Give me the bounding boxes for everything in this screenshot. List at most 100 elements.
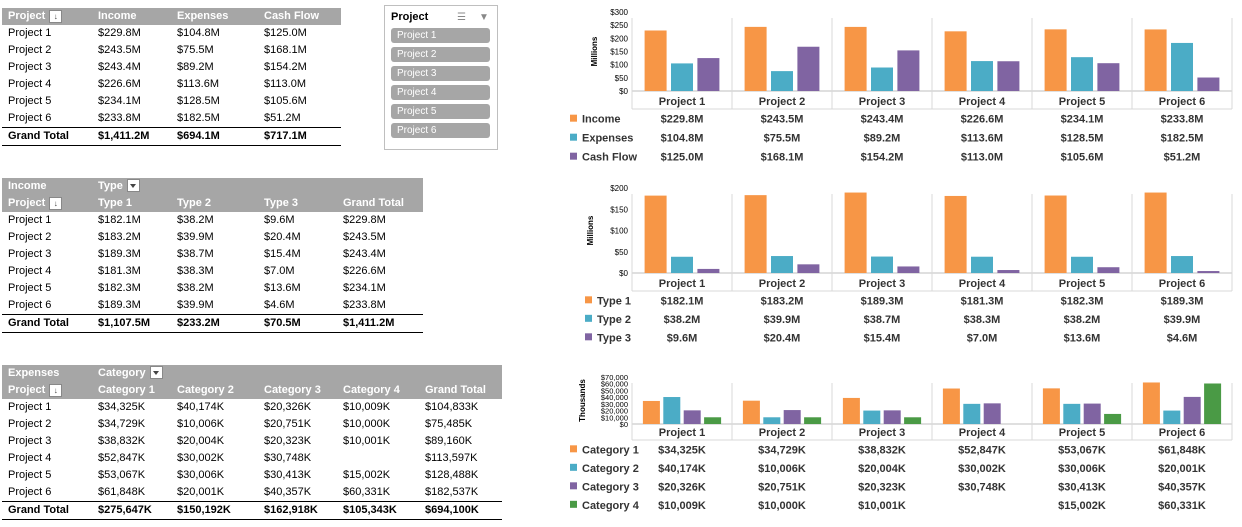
- chart-expenses-by-category[interactable]: Thousands$0$10,000$20,000$30,000$40,000$…: [565, 370, 1240, 525]
- pivot-header-blank: [258, 365, 337, 382]
- pivot-column-header: Grand Total: [337, 195, 423, 212]
- pivot-column-header: Category 4: [337, 382, 419, 399]
- table-row[interactable]: Project 2 $243.5M $75.5M $168.1M: [2, 42, 341, 59]
- bar-category-2: [863, 410, 881, 424]
- y-tick-label: $150: [610, 205, 628, 214]
- table-cell-text: $10,006K: [177, 418, 225, 430]
- data-table-value: $40,357K: [1158, 481, 1206, 493]
- data-table-value: $51.2M: [1164, 152, 1201, 164]
- table-row[interactable]: Project 1 $182.1M $38.2M $9.6M $229.8M: [2, 212, 423, 229]
- table-row[interactable]: Project 2 $183.2M $39.9M $20.4M $243.5M: [2, 229, 423, 246]
- table-cell-text: $243.4M: [98, 61, 141, 73]
- table-cell: $229.8M: [92, 25, 171, 42]
- legend-key-type-1: [585, 296, 592, 304]
- table-cell-text: $15,002K: [343, 469, 391, 481]
- table-cell: Project 1: [2, 25, 92, 42]
- table-row[interactable]: Project 3 $243.4M $89.2M $154.2M: [2, 59, 341, 76]
- table-row[interactable]: Project 4 $52,847K $30,002K $30,748K $113,59…: [2, 450, 502, 467]
- legend-label: Category 3: [582, 481, 639, 493]
- table-row[interactable]: Project 2 $34,729K $10,006K $20,751K $10,000…: [2, 416, 502, 433]
- data-table-value: $39.9M: [1164, 314, 1201, 326]
- table-cell: $182,537K: [419, 484, 502, 502]
- pivot-column-header: Grand Total: [419, 382, 502, 399]
- table-cell: $30,413K: [258, 467, 337, 484]
- table-cell: Project 3: [2, 246, 92, 263]
- bar-category-2: [963, 403, 981, 424]
- table-row[interactable]: Project 6 $189.3M $39.9M $4.6M $233.8M: [2, 297, 423, 315]
- table-cell: Project 2: [2, 229, 92, 246]
- table-cell: $20,323K: [258, 433, 337, 450]
- slicer-item[interactable]: Project 2: [391, 47, 490, 62]
- pivot-column-header-text: Cash Flow: [264, 10, 320, 22]
- table-row[interactable]: Project 4 $226.6M $113.6M $113.0M: [2, 76, 341, 93]
- table-cell: $89.2M: [171, 59, 258, 76]
- table-cell: Project 5: [2, 467, 92, 484]
- table-cell-text: $53,067K: [98, 469, 146, 481]
- total-cell-text: Grand Total: [8, 317, 69, 329]
- table-row[interactable]: Project 1 $229.8M $104.8M $125.0M: [2, 25, 341, 42]
- table-row[interactable]: Project 3 $189.3M $38.7M $15.4M $243.4M: [2, 246, 423, 263]
- pivot-header-blank: [337, 365, 419, 382]
- filter-dropdown-icon[interactable]: [149, 365, 163, 379]
- slicer-item[interactable]: Project 3: [391, 66, 490, 81]
- table-row[interactable]: Project 3 $38,832K $20,004K $20,323K $10,001…: [2, 433, 502, 450]
- chart-income-by-type[interactable]: Millions $0 $50 $100 $150 $200 Project 1 Projec…: [565, 182, 1240, 347]
- table-cell-text: $128,488K: [425, 469, 479, 481]
- total-cell-text: Grand Total: [8, 130, 69, 142]
- total-cell-text: $1,107.5M: [98, 317, 150, 329]
- table-cell-text: Project 6: [8, 112, 52, 124]
- table-row[interactable]: Project 5 $53,067K $30,006K $30,413K $15,002…: [2, 467, 502, 484]
- sort-filter-icon[interactable]: ↓: [49, 196, 63, 210]
- bar-expenses: [1171, 42, 1193, 91]
- table-cell: $20,751K: [258, 416, 337, 433]
- bar-type-1: [1044, 195, 1067, 273]
- legend-label: Category 1: [582, 444, 639, 456]
- table-cell-text: $9.6M: [264, 214, 295, 226]
- chart-cash-flow[interactable]: Millions $0 $50 $100 $150 $200 $250 $300 Project…: [565, 2, 1240, 167]
- pivot-header-row: Project ↓ Type 1 Type 2 Type 3 Grand Total: [2, 195, 423, 212]
- table-row[interactable]: Project 6 $61,848K $20,001K $40,357K $60,331…: [2, 484, 502, 502]
- table-cell: Project 1: [2, 399, 92, 416]
- clear-filter-icon[interactable]: ▼: [479, 12, 489, 23]
- data-table-value: $183.2M: [761, 295, 804, 307]
- sort-filter-icon[interactable]: ↓: [49, 383, 63, 397]
- bar-type-2: [1071, 256, 1093, 273]
- table-row[interactable]: Project 4 $181.3M $38.3M $7.0M $226.6M: [2, 263, 423, 280]
- data-table-value: $15.4M: [864, 332, 901, 344]
- table-cell-text: Project 3: [8, 61, 52, 73]
- table-cell-text: Project 5: [8, 282, 52, 294]
- bar-income: [844, 26, 867, 92]
- slicer-item[interactable]: Project 5: [391, 104, 490, 119]
- sort-filter-icon[interactable]: ↓: [49, 9, 63, 23]
- table-cell: $234.1M: [92, 93, 171, 110]
- table-cell-text: $168.1M: [264, 44, 307, 56]
- category-label: Project 1: [659, 96, 705, 108]
- filter-dropdown-icon[interactable]: [126, 178, 140, 192]
- multi-select-icon[interactable]: ☰: [457, 12, 466, 23]
- table-row[interactable]: Project 6 $233.8M $182.5M $51.2M: [2, 110, 341, 128]
- data-table-value: $10,009K: [658, 500, 706, 512]
- slicer-item[interactable]: Project 1: [391, 28, 490, 43]
- table-cell-text: $38.2M: [177, 282, 214, 294]
- project-slicer[interactable]: Project ☰ ▼ Project 1 Project 2 Project 3 P…: [384, 5, 498, 150]
- slicer-item[interactable]: Project 6: [391, 123, 490, 138]
- data-table-value: $7.0M: [967, 332, 998, 344]
- legend-key-type-3: [585, 333, 592, 341]
- table-cell-text: $34,729K: [98, 418, 146, 430]
- table-row[interactable]: Project 1 $34,325K $40,174K $20,326K $10,009…: [2, 399, 502, 416]
- legend-label: Cash Flow: [582, 152, 637, 164]
- legend-key-income: [570, 114, 577, 122]
- pivot-column-header: Expenses: [171, 8, 258, 25]
- total-cell-text: $150,192K: [177, 504, 231, 516]
- table-cell-text: $20,001K: [177, 486, 225, 498]
- table-cell: $113.6M: [171, 76, 258, 93]
- table-cell-text: $233.8M: [343, 299, 386, 311]
- data-table-value: $189.3M: [1161, 295, 1204, 307]
- table-cell: $243.4M: [337, 246, 423, 263]
- table-row[interactable]: Project 5 $234.1M $128.5M $105.6M: [2, 93, 341, 110]
- table-cell-text: $20.4M: [264, 231, 301, 243]
- slicer-item[interactable]: Project 4: [391, 85, 490, 100]
- table-row[interactable]: Project 5 $182.3M $38.2M $13.6M $234.1M: [2, 280, 423, 297]
- bar-category-4: [1104, 413, 1122, 424]
- total-cell: $275,647K: [92, 501, 171, 520]
